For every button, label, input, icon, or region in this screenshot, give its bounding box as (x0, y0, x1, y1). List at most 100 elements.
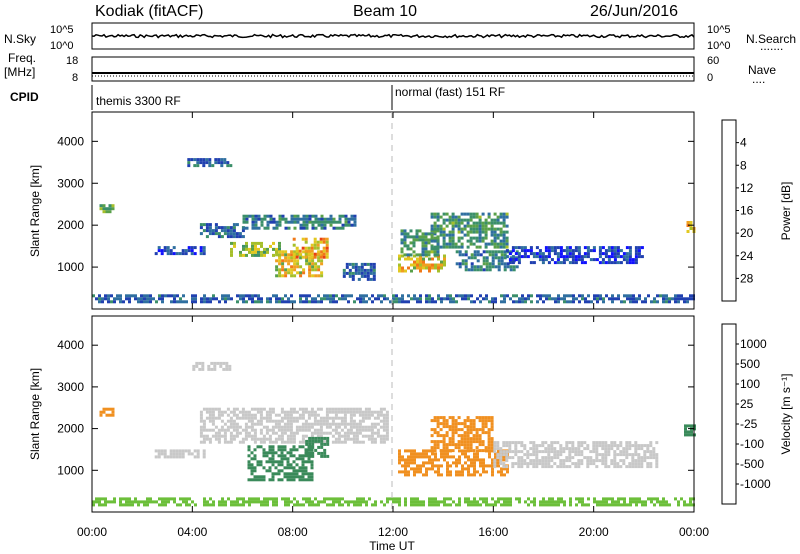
data-cell (211, 410, 215, 414)
data-cell (287, 256, 291, 260)
data-cell (410, 297, 413, 301)
data-cell (577, 255, 581, 259)
data-cell (472, 437, 476, 441)
data-cell (295, 249, 299, 253)
data-cell (425, 473, 428, 477)
data-cell (572, 297, 575, 301)
data-cell (337, 437, 341, 441)
data-cell (502, 242, 506, 246)
data-cell (372, 271, 376, 275)
data-cell (289, 454, 293, 458)
data-cell (560, 497, 563, 501)
data-cell (419, 297, 422, 301)
data-cell (343, 419, 347, 423)
data-cell (437, 473, 440, 477)
data-cell (110, 294, 113, 298)
data-cell (530, 294, 533, 298)
data-cell (295, 419, 299, 423)
data-cell (278, 241, 281, 245)
data-cell (289, 472, 293, 476)
data-cell (320, 274, 324, 278)
data-cell (323, 448, 327, 452)
data-cell (551, 297, 554, 301)
data-cell (95, 497, 98, 501)
data-cell (182, 294, 185, 298)
data-cell (433, 419, 437, 423)
data-cell (219, 364, 223, 368)
data-cell (494, 300, 497, 304)
data-cell (466, 449, 470, 453)
data-cell (509, 265, 513, 269)
data-cell (616, 453, 620, 457)
data-cell (131, 294, 134, 298)
data-cell (634, 447, 638, 451)
data-cell (320, 445, 324, 449)
data-cell (442, 440, 446, 444)
data-cell (125, 503, 128, 507)
data-cell (386, 500, 389, 504)
data-cell (346, 437, 350, 441)
data-cell (464, 461, 467, 465)
data-cell (404, 467, 407, 471)
data-cell (437, 467, 440, 471)
data-cell (535, 255, 539, 259)
data-cell (515, 265, 519, 269)
data-cell (436, 224, 440, 228)
data-cell (217, 232, 221, 236)
data-cell (320, 220, 324, 224)
colorbar-tick-label: 20 (740, 226, 754, 240)
data-cell (278, 217, 282, 221)
data-cell (313, 428, 317, 432)
data-cell (225, 367, 229, 371)
data-cell (463, 443, 467, 447)
data-cell (493, 218, 497, 222)
data-cell (460, 245, 464, 249)
data-cell (295, 448, 299, 452)
data-cell (665, 500, 668, 504)
data-cell (430, 245, 434, 249)
data-cell (541, 450, 545, 454)
data-cell (449, 503, 452, 507)
data-cell (245, 220, 249, 224)
data-cell (467, 500, 470, 504)
data-cell (134, 297, 137, 301)
data-cell (187, 164, 191, 168)
data-cell (211, 229, 215, 233)
data-cell (182, 300, 185, 304)
data-cell (451, 425, 455, 429)
data-cell (214, 229, 218, 233)
data-cell (563, 300, 566, 304)
data-cell (92, 503, 95, 507)
data-cell (523, 447, 527, 451)
data-cell (569, 294, 572, 298)
data-cell (298, 445, 302, 449)
data-cell (404, 503, 407, 507)
data-cell (473, 464, 476, 468)
data-cell (232, 422, 236, 426)
data-cell (404, 257, 407, 261)
data-cell (401, 470, 404, 474)
data-cell (292, 255, 296, 259)
data-cell (434, 470, 437, 474)
data-cell (646, 465, 650, 469)
data-cell (287, 271, 291, 275)
data-cell (502, 230, 506, 234)
data-cell (367, 410, 371, 414)
data-cell (506, 294, 509, 298)
data-cell (355, 425, 359, 429)
data-cell (277, 478, 281, 482)
data-cell (157, 455, 161, 459)
data-cell (611, 497, 614, 501)
data-cell (349, 428, 353, 432)
data-cell (413, 473, 416, 477)
data-cell (436, 446, 440, 450)
data-cell (111, 407, 115, 411)
data-cell (251, 497, 254, 501)
data-cell (653, 297, 656, 301)
data-cell (529, 261, 533, 265)
data-cell (574, 462, 578, 466)
data-cell (529, 459, 533, 463)
data-cell (644, 300, 647, 304)
data-cell (451, 242, 455, 246)
data-cell (433, 227, 437, 231)
